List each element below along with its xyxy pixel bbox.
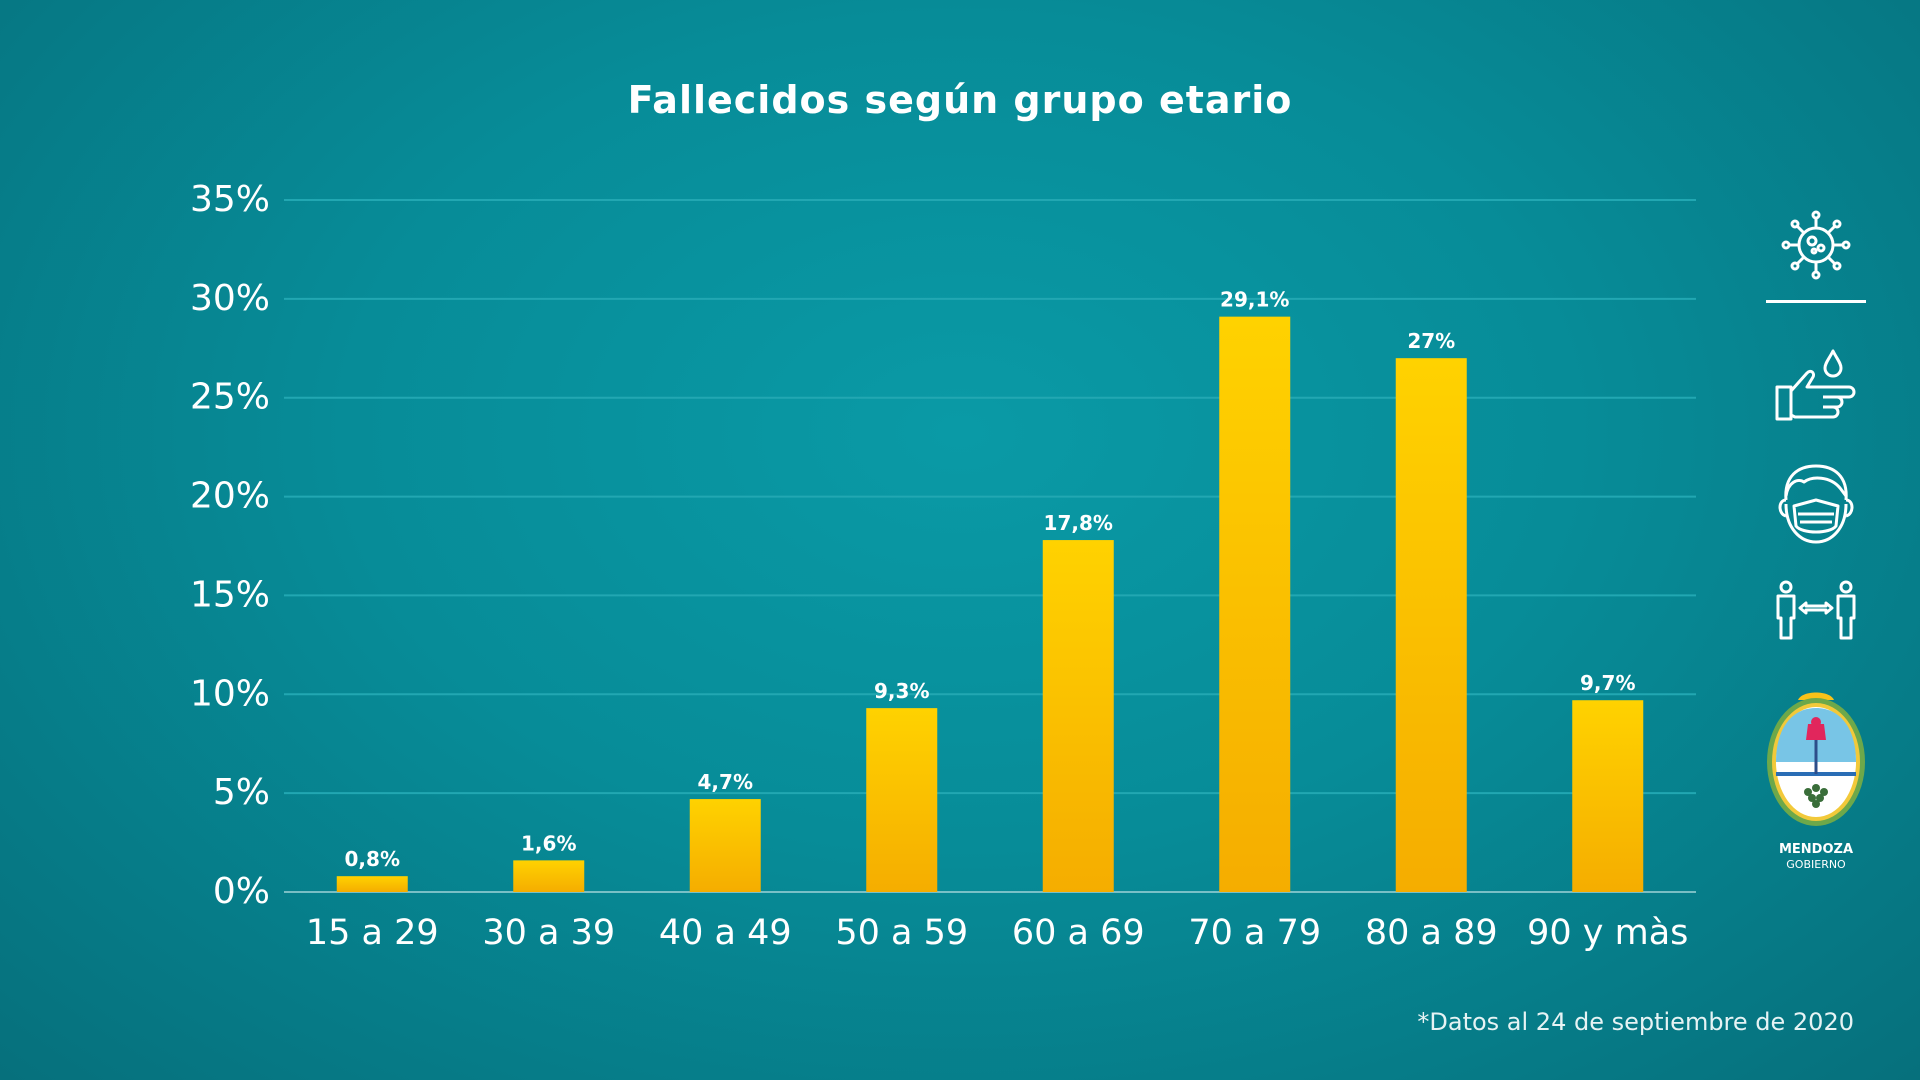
- bar-3: [689, 799, 761, 892]
- bars: [336, 316, 1644, 893]
- bar-8: [1572, 700, 1644, 892]
- bar-7: [1395, 358, 1467, 893]
- x-tick-label: 80 a 89: [1365, 913, 1498, 953]
- face-mask-icon: [1760, 460, 1872, 546]
- y-tick-label: 25%: [190, 377, 270, 418]
- y-tick-label: 30%: [190, 278, 270, 319]
- footnote: *Datos al 24 de septiembre de 2020: [1417, 1008, 1854, 1036]
- handwash-icon: [1760, 345, 1872, 427]
- social-distance-icon: [1760, 580, 1872, 640]
- data-label: 9,3%: [874, 679, 929, 703]
- data-labels: 0,8% 1,6% 4,7% 9,3% 17,8% 29,1% 27% 9,7%: [345, 288, 1636, 872]
- y-tick-label: 5%: [213, 772, 270, 813]
- y-tick-label: 20%: [190, 476, 270, 517]
- y-tick-label: 15%: [190, 574, 270, 615]
- data-label: 1,6%: [521, 831, 576, 855]
- gridlines: [284, 199, 1696, 893]
- data-label: 0,8%: [345, 847, 400, 871]
- logo-text-mendoza: MENDOZA: [1778, 842, 1854, 857]
- bar-6: [1219, 316, 1291, 892]
- chart-title: Fallecidos según grupo etario: [628, 78, 1293, 122]
- data-label: 9,7%: [1580, 671, 1635, 695]
- logo-text-gobierno: GOBIERNO: [1786, 858, 1846, 871]
- data-label: 4,7%: [698, 770, 753, 794]
- y-tick-label: 0%: [213, 871, 270, 912]
- virus-icon: [1760, 208, 1872, 282]
- y-axis-ticks: 0% 5% 10% 15% 20% 25% 30% 35%: [190, 179, 270, 912]
- bar-5: [1042, 540, 1114, 892]
- x-tick-label: 50 a 59: [835, 913, 968, 953]
- data-label: 29,1%: [1220, 288, 1289, 312]
- x-tick-label: 40 a 49: [659, 913, 792, 953]
- bar-4: [866, 708, 938, 892]
- y-tick-label: 35%: [190, 179, 270, 220]
- bar-2: [513, 860, 585, 892]
- x-axis-ticks: 15 a 29 30 a 39 40 a 49 50 a 59 60 a 69 70 a …: [306, 913, 1689, 953]
- sidebar-divider: [1766, 300, 1866, 303]
- data-label: 27%: [1407, 329, 1455, 353]
- mendoza-coat-of-arms-logo: [1760, 688, 1872, 834]
- x-tick-label: 60 a 69: [1012, 913, 1145, 953]
- x-tick-label: 15 a 29: [306, 913, 439, 953]
- x-tick-label: 30 a 39: [482, 913, 615, 953]
- x-tick-label: 90 y màs: [1527, 913, 1688, 953]
- bar-1: [336, 876, 408, 892]
- y-tick-label: 10%: [190, 673, 270, 714]
- data-label: 17,8%: [1044, 511, 1113, 535]
- x-tick-label: 70 a 79: [1188, 913, 1321, 953]
